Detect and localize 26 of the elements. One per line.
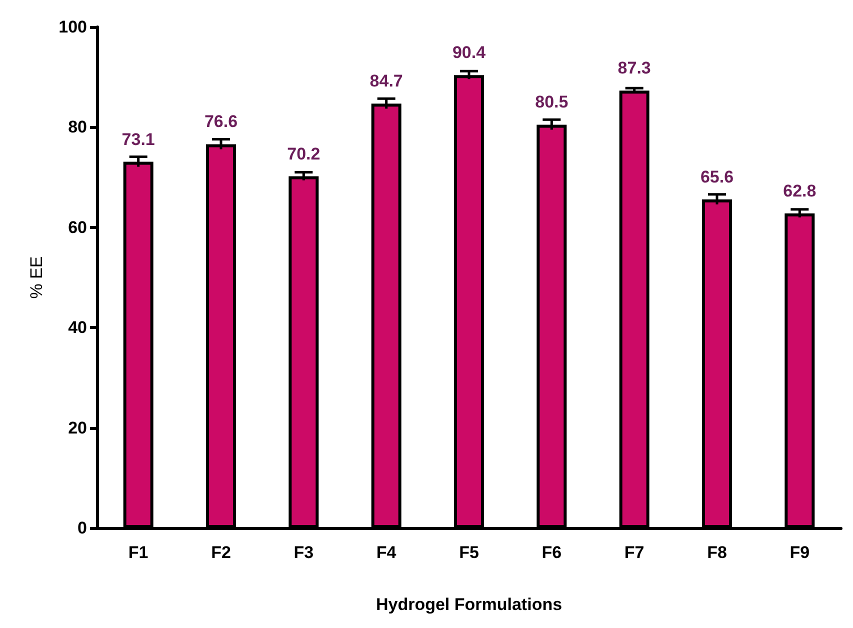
y-axis-title: % EE: [27, 256, 46, 299]
y-tick-label: 80: [68, 118, 87, 137]
x-tick-label: F4: [376, 543, 397, 562]
x-tick-label: F1: [128, 543, 148, 562]
x-axis-title: Hydrogel Formulations: [376, 595, 562, 614]
x-tick-label: F3: [294, 543, 314, 562]
data-label: 84.7: [370, 72, 403, 91]
data-label: 73.1: [122, 130, 155, 149]
data-label: 80.5: [535, 92, 568, 112]
data-label: 90.4: [452, 43, 486, 62]
x-tick-label: F9: [790, 543, 810, 562]
y-tick-label: 60: [68, 218, 87, 237]
data-label: 87.3: [618, 58, 651, 78]
x-tick-label: F8: [707, 543, 727, 562]
data-label: 70.2: [287, 144, 320, 164]
y-tick-label: 20: [68, 418, 87, 438]
y-tick-label: 40: [68, 318, 87, 338]
x-tick-label: F5: [459, 543, 479, 562]
x-tick-label: F6: [542, 543, 562, 562]
data-label: 76.6: [204, 112, 238, 132]
x-tick-label: F7: [624, 543, 644, 562]
data-label: 62.8: [783, 181, 816, 200]
y-tick-label: 100: [58, 18, 87, 36]
x-tick-label: F2: [211, 543, 231, 562]
data-label: 65.6: [700, 167, 734, 186]
y-tick-label: 0: [78, 518, 87, 538]
